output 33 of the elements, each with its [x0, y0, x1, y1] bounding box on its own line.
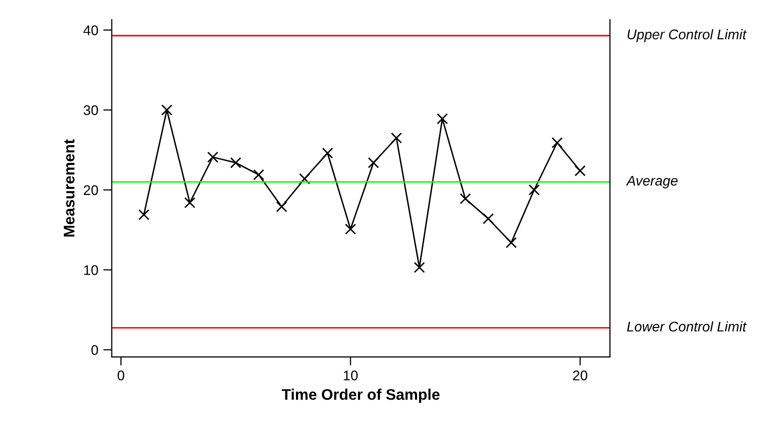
- point: [207, 152, 218, 163]
- ref-line-label: Upper Control Limit: [628, 29, 747, 42]
- point: [368, 157, 380, 168]
- y-tick-label: 20: [84, 185, 98, 196]
- x-tick-label: 10: [344, 370, 358, 380]
- point: [276, 201, 288, 212]
- x-tick-label: 20: [573, 370, 588, 380]
- point: [436, 113, 448, 124]
- point: [322, 148, 334, 159]
- point: [344, 224, 356, 235]
- point: [506, 237, 517, 248]
- ref-line-label: Lower Control Limit: [627, 321, 747, 332]
- x-axis-title: Time Order of Sample: [282, 388, 440, 403]
- point: [552, 137, 563, 148]
- y-axis-title: Measurement: [64, 139, 75, 237]
- point: [390, 132, 402, 144]
- y-tick-label: 30: [84, 105, 98, 116]
- ref-line-label: Average: [626, 176, 678, 188]
- y-tick-label: 10: [84, 265, 98, 276]
- y-tick-label: 0: [91, 345, 98, 355]
- point: [528, 184, 540, 196]
- point: [482, 213, 494, 224]
- point: [253, 169, 264, 180]
- point: [299, 173, 310, 184]
- y-tick-label: 40: [83, 25, 98, 36]
- point: [184, 197, 196, 208]
- point: [414, 262, 425, 273]
- point: [230, 157, 242, 168]
- point: [138, 209, 150, 220]
- point: [574, 165, 586, 176]
- point: [161, 104, 172, 116]
- point: [460, 193, 471, 204]
- x-tick-label: 0: [118, 370, 124, 380]
